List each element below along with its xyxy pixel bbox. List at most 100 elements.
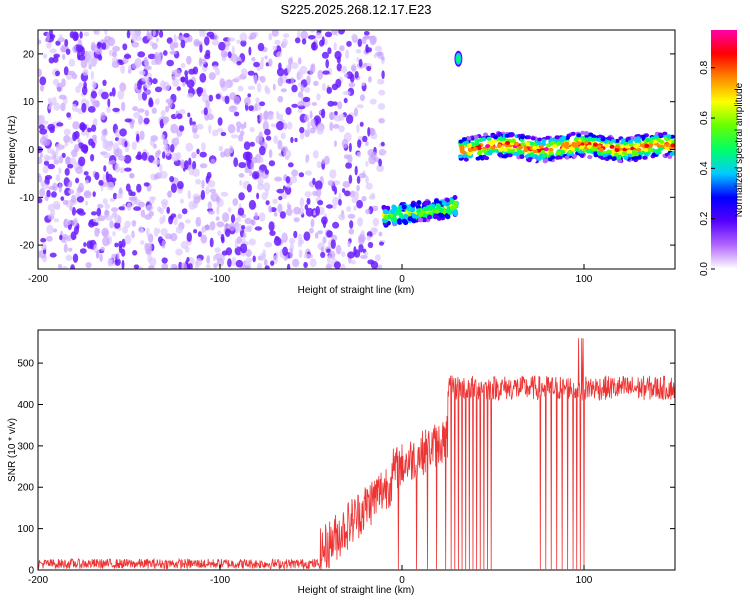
spectrogram-noise-mark	[120, 65, 125, 74]
spectrogram-noise-mark	[104, 141, 113, 152]
spectrogram-noise-mark	[215, 93, 221, 100]
spectrogram-noise-mark	[117, 90, 125, 100]
colorbar-gradient	[711, 30, 737, 269]
spectrogram-noise-mark	[151, 60, 155, 66]
spectrogram-noise-mark	[277, 76, 283, 87]
spectrogram-noise-mark	[304, 170, 312, 176]
spectrogram-noise-mark	[114, 258, 121, 266]
spectrogram-noise-mark	[214, 34, 219, 40]
spectrogram-noise-mark	[100, 246, 106, 252]
spectrogram-noise-mark	[175, 248, 183, 256]
spectrogram-noise-mark	[64, 187, 71, 196]
spectrogram-noise-mark	[46, 235, 53, 242]
spectrogram-echo-mark	[473, 134, 479, 139]
spectrogram-noise-mark	[309, 258, 317, 268]
spectrogram-noise-mark	[132, 106, 139, 112]
spectrogram-noise-mark	[256, 192, 260, 200]
spectrogram-noise-mark	[177, 188, 183, 194]
spectrogram-noise-mark	[257, 183, 265, 191]
spectrogram-noise-mark	[356, 56, 360, 63]
spectrogram-echo-mark	[459, 144, 465, 149]
spectrogram-echo-mark	[531, 158, 537, 163]
spectrogram-noise-mark	[367, 241, 374, 249]
spectrogram-noise-mark	[147, 53, 156, 60]
spectrogram-echo-mark	[623, 141, 629, 146]
spectrogram-echo-mark	[421, 217, 427, 223]
spectrogram-echo-mark	[545, 143, 551, 148]
spectrogram-noise-mark	[58, 94, 67, 100]
spectrogram-noise-mark	[341, 188, 346, 193]
spectrogram-echo-mark	[383, 214, 389, 220]
spectrogram-noise-mark	[358, 234, 366, 243]
spectrogram-noise-mark	[147, 233, 154, 243]
spectrogram-noise-mark	[38, 156, 43, 164]
spectrogram-noise-mark	[219, 78, 226, 88]
spectrogram-noise-mark	[276, 67, 285, 77]
spectrogram-echo-mark	[617, 159, 623, 163]
spectrogram-noise-mark	[125, 146, 129, 153]
spectrogram-noise-mark	[183, 33, 190, 38]
spectrogram-noise-mark	[285, 176, 291, 184]
spectrogram-echo-mark	[590, 147, 596, 152]
spectrogram-noise-mark	[245, 249, 252, 258]
spectrogram-noise-mark	[40, 84, 44, 92]
spectrogram-noise-mark	[227, 37, 236, 42]
spectrogram-noise-mark	[216, 258, 225, 267]
spectrogram-echo-mark	[541, 138, 547, 143]
spectrogram-noise-mark	[322, 236, 327, 244]
spectrogram-echo-mark	[633, 138, 639, 143]
spectrogram-noise-mark	[251, 156, 258, 164]
spectrogram-noise-mark	[205, 264, 211, 269]
spectrogram-noise-mark	[303, 261, 308, 269]
spectrogram-noise-mark	[211, 129, 219, 137]
spectrogram-noise-mark	[145, 248, 152, 255]
spectrogram-noise-mark	[277, 203, 283, 214]
spectrogram-noise-mark	[49, 252, 57, 258]
spectrogram-noise-mark	[365, 140, 369, 147]
spectrogram-noise-mark	[199, 30, 204, 38]
spectrogram-noise-mark	[195, 178, 202, 185]
spectrogram-echo-mark	[670, 143, 675, 148]
spectrogram-echo-mark	[398, 212, 404, 218]
spectrogram-noise-mark	[224, 95, 230, 105]
spectrogram-noise-mark	[206, 31, 215, 37]
spectrogram-noise-mark	[329, 169, 337, 179]
spectrogram-noise-mark	[149, 196, 155, 205]
spectrogram-noise-mark	[173, 215, 178, 226]
spectrogram-noise-mark	[344, 73, 349, 78]
spectrogram-noise-mark	[317, 200, 324, 206]
spectrogram-noise-mark	[121, 248, 126, 257]
spectrogram-noise-mark	[378, 89, 386, 96]
spectrogram-echo-mark	[571, 141, 577, 146]
spectrogram-noise-mark	[205, 100, 210, 108]
spectrogram-noise-mark	[237, 85, 244, 92]
spectrogram-noise-mark	[102, 174, 106, 183]
spectrogram-echo-mark	[490, 145, 496, 150]
spectrogram-noise-mark	[341, 138, 349, 149]
spectrogram-noise-mark	[321, 216, 328, 225]
spectrogram-noise-mark	[102, 198, 108, 205]
spectrogram-echo-mark	[416, 200, 422, 206]
spectrogram-echo-mark	[606, 136, 612, 141]
spectrogram-noise-mark	[144, 65, 152, 71]
spectrogram-echo-mark	[614, 138, 620, 143]
spectrogram-noise-mark	[268, 205, 273, 213]
spectrogram-noise-mark	[299, 197, 305, 208]
spectrogram-noise-mark	[106, 106, 111, 113]
spectrogram-noise-mark	[71, 103, 77, 112]
spectrogram-noise-mark	[199, 43, 203, 53]
snr-x-tick-label: -100	[210, 575, 230, 586]
spectrogram-noise-mark	[76, 186, 83, 193]
spectrogram-noise-mark	[368, 76, 372, 83]
spectrogram-echo-mark	[538, 144, 544, 149]
spectrogram-noise-mark	[348, 228, 355, 235]
spectrogram-noise-mark	[317, 69, 324, 80]
spectrogram-noise-mark	[42, 165, 49, 174]
spectrogram-noise-mark	[154, 86, 163, 93]
spectrogram-noise-mark	[102, 79, 107, 87]
spectrogram-noise-mark	[53, 102, 61, 111]
spectrogram-noise-mark	[91, 222, 99, 227]
spectrogram-noise-mark	[58, 155, 64, 164]
spectrogram-noise-mark	[327, 180, 335, 187]
spectrogram-noise-mark	[346, 114, 354, 124]
